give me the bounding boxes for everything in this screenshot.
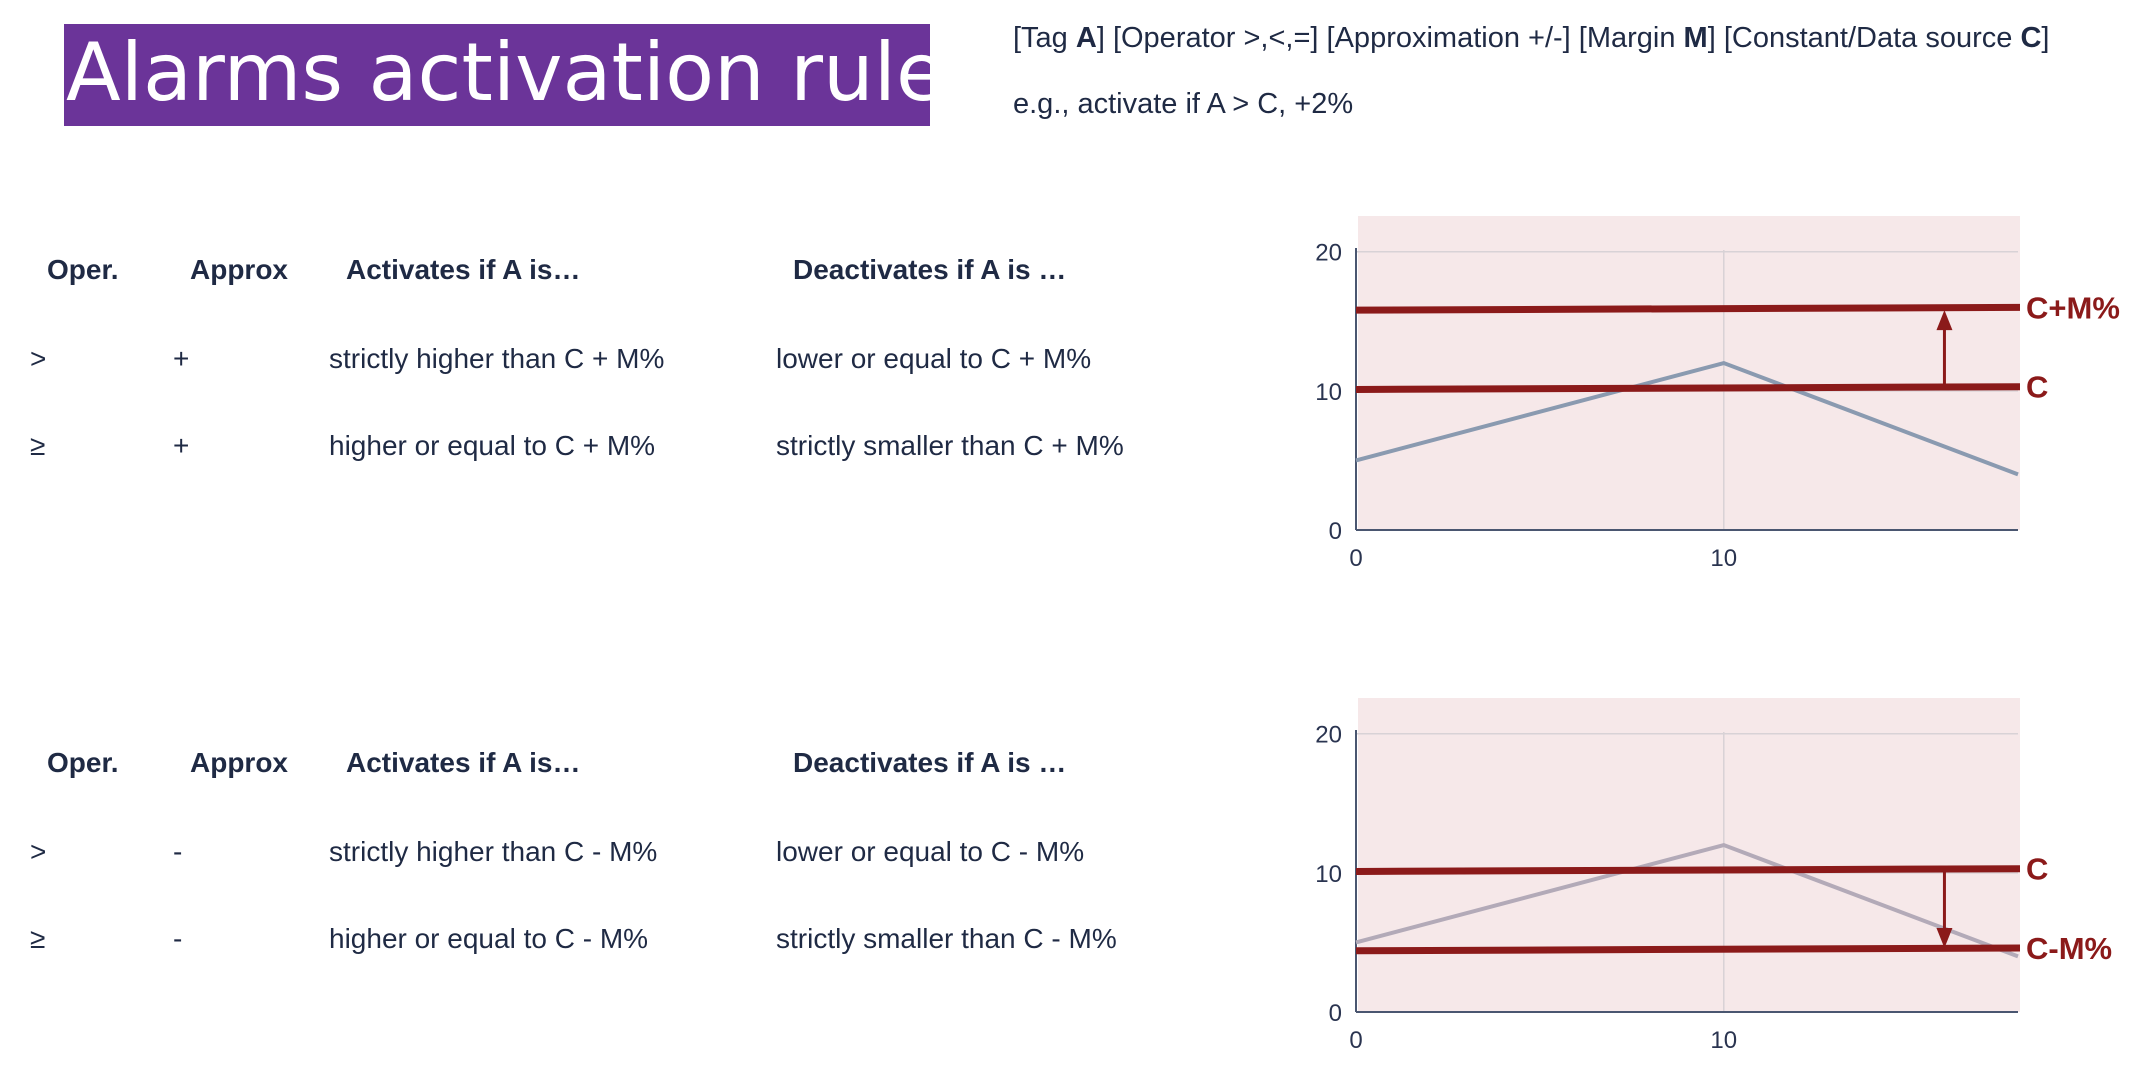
- cell-operator: >: [30, 343, 47, 374]
- x-tick-label: 10: [1710, 1027, 1737, 1054]
- threshold-label: C-M%: [2026, 931, 2112, 966]
- syntax-part: ] [Operator >,<,=] [Approximation +/-] […: [1096, 22, 1684, 54]
- cell-operator: ≥: [30, 923, 46, 954]
- cell-activates: strictly higher than C - M%: [329, 836, 658, 867]
- threshold-line: [1355, 944, 2021, 955]
- y-tick-label: 10: [1315, 379, 1342, 406]
- threshold-label: C+M%: [2026, 290, 2120, 325]
- header-operator: Oper.: [47, 254, 119, 285]
- header-approx: Approx: [190, 254, 288, 285]
- chart-svg: 0 10 20 0 10 C C-M%: [1315, 698, 2112, 1054]
- cell-deactivates: lower or equal to C + M%: [776, 343, 1092, 374]
- cell-operator: ≥: [30, 430, 46, 461]
- syntax-line: [Tag A] [Operator >,<,=] [Approximation …: [1013, 22, 2049, 55]
- threshold-chart-minus: 0 10 20 0 10 C C-M%: [1300, 692, 2138, 1072]
- threshold-line: [1355, 865, 2021, 875]
- cell-operator: >: [30, 836, 47, 867]
- cell-deactivates: strictly smaller than C + M%: [776, 430, 1124, 461]
- y-tick-label: 10: [1315, 861, 1342, 888]
- threshold-label: C: [2026, 852, 2048, 887]
- header-deactivates: Deactivates if A is …: [793, 747, 1067, 778]
- syntax-margin-symbol: M: [1683, 22, 1708, 54]
- x-tick-label: 10: [1710, 545, 1737, 572]
- header-activates: Activates if A is…: [346, 747, 581, 778]
- threshold-label: C: [2026, 370, 2048, 405]
- header-deactivates: Deactivates if A is …: [793, 254, 1067, 285]
- cell-activates: strictly higher than C + M%: [329, 343, 665, 374]
- cell-approx: -: [173, 923, 183, 954]
- syntax-part: ]: [2041, 22, 2050, 54]
- header-operator: Oper.: [47, 747, 119, 778]
- y-tick-label: 20: [1315, 722, 1342, 749]
- cell-approx: +: [173, 430, 190, 461]
- header-activates: Activates if A is…: [346, 254, 581, 285]
- syntax-constant-symbol: C: [2020, 22, 2042, 54]
- y-tick-label: 0: [1329, 1000, 1342, 1027]
- threshold-line: [1355, 303, 2021, 314]
- margin-arrow-head: [1936, 310, 1953, 331]
- cell-approx: +: [173, 343, 190, 374]
- x-tick-label: 0: [1349, 545, 1362, 572]
- syntax-example: e.g., activate if A > C, +2%: [1013, 88, 1354, 120]
- page-title: Alarms activation rules: [64, 24, 930, 126]
- cell-activates: higher or equal to C - M%: [329, 923, 649, 954]
- syntax-tag-symbol: A: [1075, 22, 1097, 54]
- threshold-chart-plus: 0 10 20 0 10 C+M% C: [1300, 210, 2138, 590]
- tag-series-line: [1355, 842, 2019, 959]
- margin-arrow-head: [1936, 928, 1953, 948]
- header-approx: Approx: [190, 747, 288, 778]
- syntax-part: ] [Constant/Data source: [1707, 22, 2021, 54]
- y-tick-label: 0: [1329, 518, 1342, 545]
- cell-activates: higher or equal to C + M%: [329, 430, 656, 461]
- tag-series-line: [1355, 360, 2019, 477]
- cell-deactivates: lower or equal to C - M%: [776, 836, 1085, 867]
- x-tick-label: 0: [1349, 1027, 1362, 1054]
- syntax-part: [Tag: [1013, 22, 1076, 54]
- cell-deactivates: strictly smaller than C - M%: [776, 923, 1117, 954]
- y-tick-label: 20: [1315, 240, 1342, 267]
- chart-svg: 0 10 20 0 10 C+M% C: [1315, 216, 2120, 572]
- cell-approx: -: [173, 836, 183, 867]
- threshold-line: [1355, 383, 2021, 393]
